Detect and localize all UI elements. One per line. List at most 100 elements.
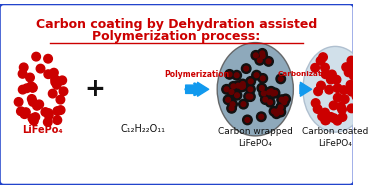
Circle shape (115, 98, 123, 106)
Circle shape (123, 86, 131, 94)
Circle shape (126, 85, 135, 94)
Circle shape (339, 86, 348, 94)
Circle shape (321, 70, 330, 79)
Circle shape (233, 81, 243, 90)
Circle shape (338, 105, 346, 114)
Circle shape (336, 103, 345, 111)
Circle shape (244, 92, 253, 101)
Circle shape (281, 94, 290, 104)
Circle shape (257, 58, 262, 63)
Circle shape (260, 95, 270, 104)
Circle shape (136, 95, 145, 103)
Circle shape (279, 98, 289, 107)
Circle shape (344, 68, 353, 77)
Circle shape (232, 70, 242, 80)
Circle shape (268, 100, 272, 105)
Circle shape (244, 66, 249, 71)
Circle shape (351, 81, 359, 90)
Circle shape (223, 95, 233, 105)
Circle shape (333, 84, 342, 92)
Circle shape (48, 89, 57, 98)
Text: Carbon coated
LiFePO₄: Carbon coated LiFePO₄ (302, 127, 368, 148)
Circle shape (332, 75, 341, 84)
Circle shape (22, 108, 30, 116)
Circle shape (255, 56, 265, 65)
Circle shape (246, 77, 256, 86)
Circle shape (279, 110, 283, 114)
Text: Polymerization process:: Polymerization process: (92, 30, 260, 43)
Circle shape (238, 79, 247, 89)
Circle shape (20, 110, 29, 119)
Circle shape (256, 112, 266, 122)
Circle shape (240, 82, 245, 86)
Circle shape (59, 87, 68, 96)
Circle shape (241, 102, 246, 107)
Circle shape (140, 68, 148, 77)
Circle shape (140, 72, 148, 81)
Circle shape (328, 70, 336, 79)
Text: Carbonization: Carbonization (277, 71, 334, 77)
Circle shape (270, 88, 280, 98)
Circle shape (317, 81, 325, 90)
Circle shape (279, 97, 284, 102)
Circle shape (14, 98, 23, 106)
Circle shape (30, 117, 38, 125)
Circle shape (262, 91, 266, 96)
Circle shape (227, 72, 232, 77)
Circle shape (134, 58, 142, 67)
FancyBboxPatch shape (0, 4, 354, 185)
Circle shape (321, 116, 329, 125)
Circle shape (27, 95, 36, 103)
Circle shape (259, 86, 264, 91)
Circle shape (28, 83, 37, 92)
Circle shape (355, 71, 363, 79)
Circle shape (282, 100, 286, 105)
Circle shape (283, 97, 288, 101)
Circle shape (346, 62, 354, 70)
Circle shape (142, 100, 151, 108)
Circle shape (264, 57, 273, 66)
Text: Carbon wrapped
LiFePO₄: Carbon wrapped LiFePO₄ (218, 127, 293, 148)
FancyArrowPatch shape (186, 82, 209, 96)
Circle shape (18, 70, 27, 78)
Circle shape (333, 116, 342, 125)
Circle shape (260, 54, 265, 58)
Circle shape (229, 82, 238, 91)
Circle shape (52, 81, 61, 89)
Circle shape (232, 91, 242, 100)
Circle shape (330, 114, 338, 122)
Text: +: + (85, 77, 106, 101)
Circle shape (226, 98, 230, 102)
Circle shape (321, 63, 329, 72)
Circle shape (131, 62, 140, 71)
Circle shape (135, 70, 144, 79)
Circle shape (329, 101, 338, 110)
Circle shape (349, 72, 358, 80)
Circle shape (313, 105, 322, 113)
Circle shape (268, 89, 278, 98)
Circle shape (325, 85, 334, 94)
Circle shape (347, 87, 356, 96)
Circle shape (246, 85, 255, 94)
Circle shape (229, 106, 234, 111)
Circle shape (51, 75, 59, 84)
Circle shape (132, 87, 140, 95)
Circle shape (277, 95, 286, 105)
Circle shape (50, 68, 58, 77)
Circle shape (148, 65, 157, 73)
Text: Polymerization: Polymerization (165, 70, 230, 78)
Circle shape (265, 98, 275, 107)
Circle shape (35, 100, 43, 109)
Circle shape (271, 91, 275, 96)
Text: LiFePo₄: LiFePo₄ (23, 125, 63, 135)
Circle shape (318, 112, 326, 121)
Circle shape (346, 81, 355, 89)
Circle shape (17, 107, 25, 115)
Circle shape (251, 51, 260, 60)
Circle shape (227, 87, 236, 97)
Circle shape (259, 89, 269, 98)
Circle shape (326, 75, 335, 84)
Circle shape (53, 116, 62, 124)
Circle shape (137, 70, 145, 79)
Circle shape (236, 83, 240, 88)
